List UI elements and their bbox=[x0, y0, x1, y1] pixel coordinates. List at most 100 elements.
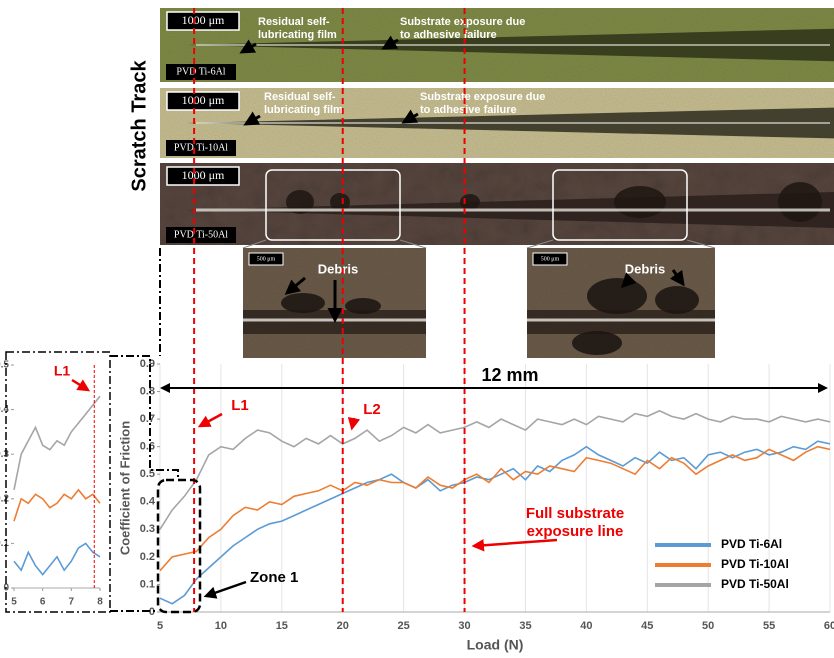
x-tick-label: 45 bbox=[641, 620, 653, 632]
scale-bar-label: 1000 μm bbox=[182, 13, 225, 27]
marker-label: L2 bbox=[363, 401, 381, 418]
x-tick-label: 20 bbox=[337, 620, 349, 632]
arrow bbox=[239, 39, 257, 54]
legend-label: PVD Ti-10Al bbox=[721, 557, 789, 571]
x-axis-label: Load (N) bbox=[467, 637, 524, 653]
debris bbox=[587, 278, 647, 314]
track-note: Residual self- bbox=[264, 91, 336, 103]
track-note: to adhesive failure bbox=[400, 29, 497, 41]
inset-frame bbox=[5, 351, 111, 613]
series-line bbox=[13, 395, 101, 491]
legend-label: PVD Ti-50Al bbox=[721, 577, 789, 591]
arrow bbox=[620, 272, 637, 289]
arrow bbox=[471, 538, 558, 552]
debris-label: Debris bbox=[318, 261, 358, 276]
zoom-scale-box bbox=[248, 252, 284, 266]
debris bbox=[281, 293, 325, 313]
debris-label: Debris bbox=[625, 261, 665, 276]
scale-bar-label: 1000 μm bbox=[182, 168, 225, 182]
sample-label-box bbox=[166, 140, 236, 156]
marker-label: L1 bbox=[231, 397, 249, 414]
x-tick-label: 50 bbox=[702, 620, 714, 632]
y-tick-label: 0.4 bbox=[0, 404, 9, 415]
x-tick-label: 25 bbox=[398, 620, 410, 632]
sample-label: PVD Ti-50Al bbox=[174, 229, 228, 240]
x-tick-label: 30 bbox=[458, 620, 470, 632]
arrow bbox=[284, 276, 306, 295]
scale-bar-box bbox=[166, 166, 240, 186]
y-tick-label: 0.3 bbox=[0, 449, 9, 460]
delamination bbox=[778, 182, 822, 222]
x-tick-label: 6 bbox=[40, 597, 46, 608]
y-tick-label: 0.3 bbox=[140, 523, 155, 535]
track-note: Substrate exposure due bbox=[400, 16, 525, 28]
y-axis-label: Coefficient of Friction bbox=[117, 421, 132, 555]
zoom-connector bbox=[242, 239, 267, 249]
sample-label-box bbox=[166, 64, 236, 80]
y-tick-label: 0.1 bbox=[0, 538, 9, 549]
arrow bbox=[203, 580, 247, 599]
series-line bbox=[13, 542, 101, 576]
y-tick-label: 0.8 bbox=[140, 385, 155, 397]
x-tick-label: 35 bbox=[519, 620, 531, 632]
arrow bbox=[197, 412, 223, 428]
zone-box bbox=[156, 478, 202, 614]
delamination bbox=[460, 194, 480, 210]
zoom-connector bbox=[686, 239, 716, 249]
span-label: 12 mm bbox=[481, 365, 538, 385]
y-tick-label: 0.2 bbox=[0, 493, 9, 504]
x-tick-label: 55 bbox=[763, 620, 775, 632]
delamination bbox=[330, 193, 350, 211]
delamination bbox=[614, 186, 666, 218]
zoom-frame bbox=[552, 169, 688, 241]
x-tick-label: 7 bbox=[69, 597, 75, 608]
delamination bbox=[286, 190, 314, 214]
track-note: lubricating film bbox=[258, 29, 337, 41]
series-line bbox=[159, 409, 831, 530]
x-tick-label: 5 bbox=[11, 597, 17, 608]
track-note: Substrate exposure due bbox=[420, 91, 545, 103]
zoom-groove bbox=[527, 310, 715, 334]
series-line bbox=[159, 445, 831, 572]
x-tick-label: 15 bbox=[276, 620, 288, 632]
marker-label: exposure line bbox=[527, 523, 624, 540]
legend-label: PVD Ti-6Al bbox=[721, 537, 782, 551]
zoom-scale-label: 500 μm bbox=[257, 256, 276, 262]
debris bbox=[345, 298, 381, 314]
arrow bbox=[669, 269, 685, 287]
arrow bbox=[71, 378, 91, 392]
y-tick-label: 0.6 bbox=[140, 441, 155, 453]
y-tick-label: 0.1 bbox=[140, 578, 155, 590]
track-note: to adhesive failure bbox=[420, 104, 517, 116]
marker-label: Full substrate bbox=[526, 505, 624, 522]
track-note: lubricating film bbox=[264, 104, 343, 116]
marker-label: L1 bbox=[54, 363, 71, 379]
y-tick-label: 0.5 bbox=[0, 360, 9, 371]
x-tick-label: 10 bbox=[215, 620, 227, 632]
x-tick-label: 40 bbox=[580, 620, 592, 632]
zoom-scale-label: 500 μm bbox=[541, 256, 560, 262]
y-tick-label: 0.5 bbox=[140, 468, 155, 480]
arrow bbox=[381, 35, 399, 50]
arrow bbox=[347, 416, 361, 431]
sample-label: PVD Ti-6Al bbox=[176, 66, 225, 77]
series-line bbox=[13, 488, 101, 522]
x-tick-label: 60 bbox=[824, 620, 834, 632]
scale-bar-box bbox=[166, 11, 240, 31]
zoom-scale-box bbox=[532, 252, 568, 266]
x-tick-label: 8 bbox=[97, 597, 103, 608]
x-tick-label: 5 bbox=[157, 620, 163, 632]
zone-label: Zone 1 bbox=[250, 569, 298, 586]
debris bbox=[572, 331, 622, 355]
scale-bar-box bbox=[166, 91, 240, 111]
y-tick-label: 0.2 bbox=[140, 551, 155, 563]
zoom-frame bbox=[265, 169, 401, 241]
y-tick-label: 0.4 bbox=[140, 496, 156, 508]
y-tick-label: 0.7 bbox=[140, 413, 155, 425]
scratch-track-label: Scratch Track bbox=[128, 60, 150, 192]
y-tick-label: 0 bbox=[149, 606, 155, 618]
sample-label-box bbox=[166, 227, 236, 243]
scale-bar-label: 1000 μm bbox=[182, 93, 225, 107]
